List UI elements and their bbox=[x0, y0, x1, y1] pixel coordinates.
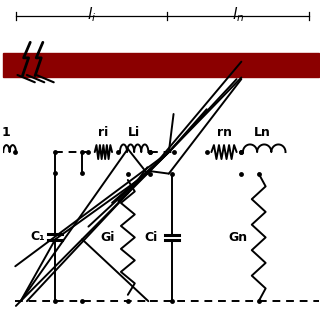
Text: Ci: Ci bbox=[145, 231, 158, 244]
Text: $\mathit{l_i}$: $\mathit{l_i}$ bbox=[87, 5, 96, 24]
Text: rn: rn bbox=[217, 126, 231, 140]
Text: Li: Li bbox=[128, 126, 140, 140]
Bar bbox=[3, 53, 319, 77]
Text: 1: 1 bbox=[2, 126, 11, 140]
Text: C₁: C₁ bbox=[31, 230, 45, 244]
Text: Ln: Ln bbox=[253, 126, 270, 140]
Text: ri: ri bbox=[98, 126, 108, 140]
Text: Gn: Gn bbox=[229, 231, 248, 244]
Text: $\mathit{l_n}$: $\mathit{l_n}$ bbox=[232, 5, 244, 24]
Text: Gi: Gi bbox=[100, 231, 115, 244]
